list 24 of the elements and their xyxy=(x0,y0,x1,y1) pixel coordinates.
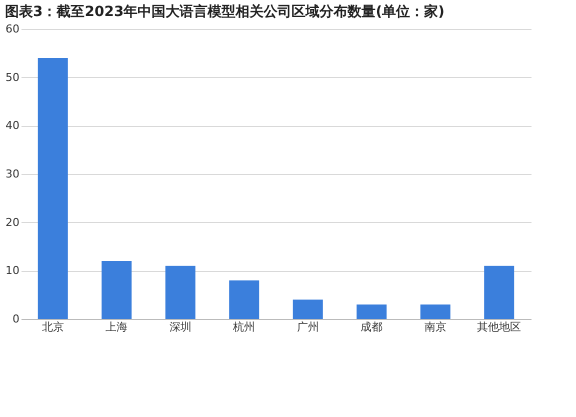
x-tick-label: 广州 xyxy=(296,320,319,334)
x-tick-label: 上海 xyxy=(106,320,128,334)
bar xyxy=(229,280,260,319)
x-tick-label: 南京 xyxy=(424,320,446,334)
bar xyxy=(420,304,450,319)
y-tick-label: 0 xyxy=(12,312,20,326)
x-tick-label: 深圳 xyxy=(169,320,192,334)
y-tick-label: 50 xyxy=(6,70,20,84)
x-tick-label: 成都 xyxy=(360,320,383,334)
y-tick-label: 40 xyxy=(6,119,20,132)
bar xyxy=(484,266,514,319)
bar xyxy=(165,266,196,319)
y-tick-label: 60 xyxy=(6,22,20,36)
bar xyxy=(38,58,68,319)
y-tick-label: 20 xyxy=(6,216,20,229)
x-tick-label: 北京 xyxy=(42,320,64,334)
bar xyxy=(102,261,132,319)
bar xyxy=(292,300,323,319)
y-tick-label: 10 xyxy=(6,264,20,278)
y-tick-label: 30 xyxy=(6,168,20,180)
chart-title: 图表3：截至2023年中国大语言模型相关公司区域分布数量(单位：家) xyxy=(5,3,445,20)
bar xyxy=(356,304,387,319)
x-tick-label: 杭州 xyxy=(232,320,256,334)
x-tick-label: 其他地区 xyxy=(477,320,522,334)
